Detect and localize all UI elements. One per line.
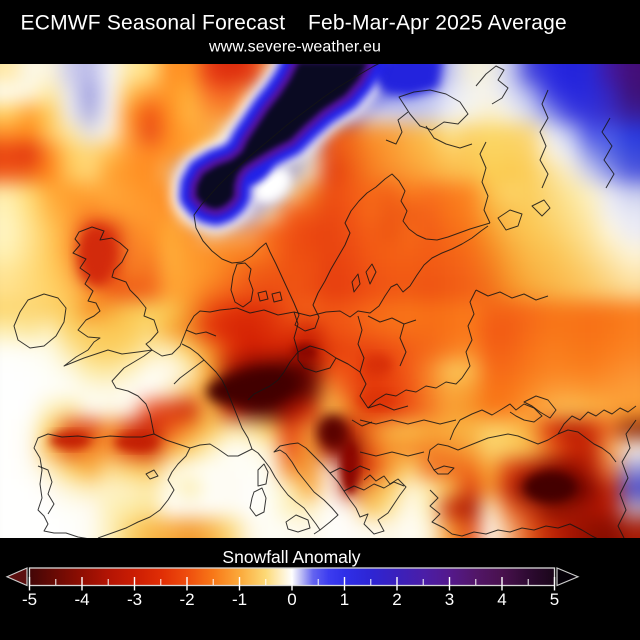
svg-text:5: 5 bbox=[550, 590, 559, 609]
svg-text:-5: -5 bbox=[22, 590, 37, 609]
svg-text:Snowfall Anomaly: Snowfall Anomaly bbox=[222, 547, 360, 567]
svg-text:3: 3 bbox=[445, 590, 454, 609]
svg-text:-1: -1 bbox=[232, 590, 247, 609]
svg-text:-2: -2 bbox=[179, 590, 194, 609]
svg-text:ECMWF Seasonal Forecast: ECMWF Seasonal Forecast bbox=[21, 12, 286, 35]
svg-text:2: 2 bbox=[392, 590, 401, 609]
svg-text:-4: -4 bbox=[74, 590, 89, 609]
svg-text:1: 1 bbox=[340, 590, 349, 609]
svg-text:-3: -3 bbox=[127, 590, 142, 609]
svg-text:0: 0 bbox=[287, 590, 296, 609]
svg-text:4: 4 bbox=[497, 590, 506, 609]
svg-text:www.severe-weather.eu: www.severe-weather.eu bbox=[208, 39, 381, 56]
svg-text:Feb-Mar-Apr 2025 Average: Feb-Mar-Apr 2025 Average bbox=[308, 12, 567, 35]
